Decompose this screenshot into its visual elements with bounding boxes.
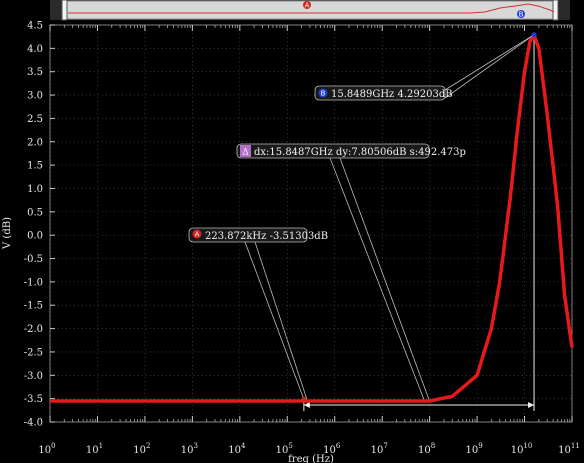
overview-trace [68,3,555,14]
marker-label-delta[interactable]: Δ dx:15.8487GHz dy:7.80506dB s:492.473p [236,143,466,159]
marker-b-text: 15.8489GHz 4.29203dB [331,89,453,100]
x-tick-label: 102 [133,442,150,456]
y-tick-label: -2.5 [24,347,43,358]
marker-id-text: A [195,231,200,239]
leader-line [329,157,425,400]
marker-id-text: B [519,11,524,19]
marker-id-text: B [321,90,326,98]
y-axis-label: V (dB) [2,217,13,250]
x-axis: 100 101 102 103 104 105 106 107 108 109 1010 1011 [38,25,580,456]
x-tick-label: 104 [228,442,246,456]
x-tick-label: 100 [38,442,55,456]
x-tick-label: 1010 [511,442,533,456]
scrollbar-handle-right[interactable] [552,0,559,21]
leader-line [244,241,305,400]
y-tick-label: 2.0 [27,137,43,148]
y-tick-label: -2.0 [24,324,43,335]
delta-text: dx:15.8487GHz dy:7.80506dB s:492.473p [254,147,466,158]
delta-arrow-left-icon [303,402,310,408]
leader-line [254,241,308,400]
y-tick-label: 0.0 [27,231,43,242]
marker-b-icon [318,88,328,98]
x-tick-label: 105 [276,442,293,456]
leader-line [444,34,535,91]
leader-line [444,34,535,99]
y-tick-label: 4.0 [27,44,43,55]
y-tick-label: -3.0 [24,371,43,382]
scrollbar-handle-left[interactable] [61,0,68,21]
delta-symbol: Δ [242,148,249,158]
y-tick-label: 1.0 [27,184,43,195]
y-tick-label: -3.5 [24,394,43,405]
y-tick-label: 3.0 [27,91,43,102]
y-tick-label: -0.5 [24,254,43,265]
marker-a-text: 223.872kHz -3.51303dB [205,231,328,242]
x-tick-label: 103 [181,442,198,456]
leader-line [339,157,430,400]
y-axis: 4.5 4.0 3.5 3.0 2.5 2.0 1.5 1.0 0.5 0.0 -0.5 -1.0 -1… [24,21,55,429]
marker-label-b[interactable]: 15.8489GHz 4.29203dB B [314,85,453,101]
marker-label-a[interactable]: 223.872kHz -3.51303dB A [188,227,328,243]
x-tick-label: 108 [418,442,435,456]
y-tick-label: 1.5 [27,161,43,172]
series-line[interactable] [50,33,574,403]
y-tick-label: -4.0 [24,418,43,429]
y-tick-label: 3.5 [27,67,43,78]
overview-marker-b-icon [517,10,525,18]
marker-a-point[interactable] [301,396,307,402]
x-tick-label: 106 [323,442,341,456]
y-tick-label: 0.5 [27,207,43,218]
marker-leaders [244,32,537,402]
y-tick-label: -1.0 [24,277,43,288]
x-axis-label: freq (Hz) [288,454,334,463]
overview-scrollbar[interactable]: AB [50,0,570,21]
plot-area [49,24,573,423]
delta-arrow-right-icon [528,402,535,408]
marker-b-point[interactable] [531,32,537,38]
overview-marker-a-icon [303,1,311,9]
delta-icon [240,145,251,157]
grid [49,24,573,423]
delta-span [303,34,535,411]
marker-a-icon [192,229,202,239]
x-tick-label: 107 [371,442,388,456]
y-tick-label: -1.5 [24,301,43,312]
x-tick-label: 101 [86,442,103,456]
y-tick-label: 2.5 [27,114,43,125]
x-tick-label: 109 [465,442,482,456]
marker-id-text: A [305,2,310,10]
x-tick-label: 1011 [558,442,580,456]
y-tick-label: 4.5 [27,21,43,32]
